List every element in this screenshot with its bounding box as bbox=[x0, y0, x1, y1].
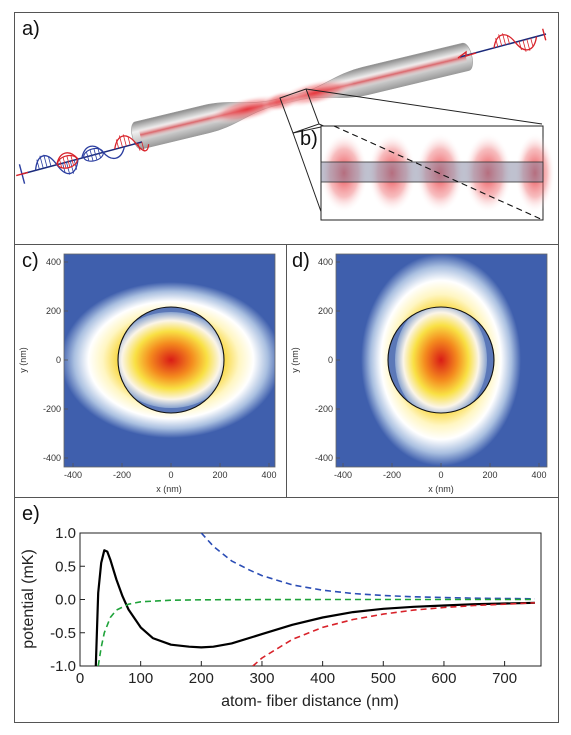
panel-b-label: b) bbox=[300, 128, 318, 151]
y-tick-label: -1.0 bbox=[50, 658, 76, 675]
x-tick-label: -400 bbox=[64, 470, 82, 480]
x-tick-label: -400 bbox=[334, 470, 352, 480]
y-axis-label: potential (mK) bbox=[20, 549, 37, 649]
series-line-1 bbox=[201, 533, 535, 599]
x-tick-label: 0 bbox=[438, 470, 443, 480]
x-tick-label: 400 bbox=[261, 470, 276, 480]
y-axis-label: y (nm) bbox=[290, 347, 300, 373]
x-tick-label: 500 bbox=[371, 670, 396, 687]
x-axis-label: x (nm) bbox=[428, 484, 454, 494]
potential-chart: 0 100 200 300 400 500 600 700 1.0 0.5 0.0 -0.5 -1.0… bbox=[14, 497, 559, 723]
x-tick-label: 0 bbox=[168, 470, 173, 480]
y-tick-label: -400 bbox=[315, 453, 333, 463]
y-tick-label: -400 bbox=[43, 453, 61, 463]
y-tick-label: -200 bbox=[43, 404, 61, 414]
x-tick-label: 600 bbox=[431, 670, 456, 687]
x-tick-label: 700 bbox=[492, 670, 517, 687]
x-tick-label: 200 bbox=[212, 470, 227, 480]
x-tick-label: 300 bbox=[249, 670, 274, 687]
series-line-0 bbox=[96, 550, 535, 666]
heatmap-c: -400 -200 0 200 400 400 200 0 -200 -400 … bbox=[14, 244, 287, 498]
series-line-3 bbox=[98, 600, 535, 667]
y-tick-label: 400 bbox=[318, 257, 333, 267]
fiber-schematic bbox=[14, 12, 559, 245]
panel-a-label: a) bbox=[22, 18, 40, 41]
y-tick-label: 200 bbox=[46, 306, 61, 316]
y-axis-label: y (nm) bbox=[18, 347, 28, 373]
heatmap-d: -400 -200 0 200 400 400 200 0 -200 -400 … bbox=[286, 244, 559, 498]
y-tick-label: 0 bbox=[328, 355, 333, 365]
x-tick-label: -200 bbox=[383, 470, 401, 480]
x-axis-label: atom- fiber distance (nm) bbox=[221, 693, 399, 710]
x-tick-label: 100 bbox=[128, 670, 153, 687]
y-tick-label: 0.5 bbox=[55, 558, 76, 575]
x-tick-label: 400 bbox=[310, 670, 335, 687]
y-tick-label: 400 bbox=[46, 257, 61, 267]
series-group bbox=[96, 533, 535, 666]
y-tick-label: 200 bbox=[318, 306, 333, 316]
x-axis-label: x (nm) bbox=[156, 484, 182, 494]
left-input-waves bbox=[14, 128, 151, 188]
panel-b-inset bbox=[320, 126, 555, 220]
y-tick-label: -200 bbox=[315, 404, 333, 414]
x-tick-label: 0 bbox=[76, 670, 84, 687]
field-core-d bbox=[395, 302, 487, 418]
y-tick-label: 0.0 bbox=[55, 592, 76, 609]
series-line-2 bbox=[253, 603, 535, 666]
x-tick-label: 200 bbox=[482, 470, 497, 480]
x-tick-label: 200 bbox=[189, 670, 214, 687]
y-tick-label: 0 bbox=[56, 355, 61, 365]
right-input-wave bbox=[491, 23, 547, 60]
x-tick-label: 400 bbox=[531, 470, 546, 480]
y-tick-label: 1.0 bbox=[55, 525, 76, 542]
y-tick-label: -0.5 bbox=[50, 625, 76, 642]
x-tick-label: -200 bbox=[113, 470, 131, 480]
